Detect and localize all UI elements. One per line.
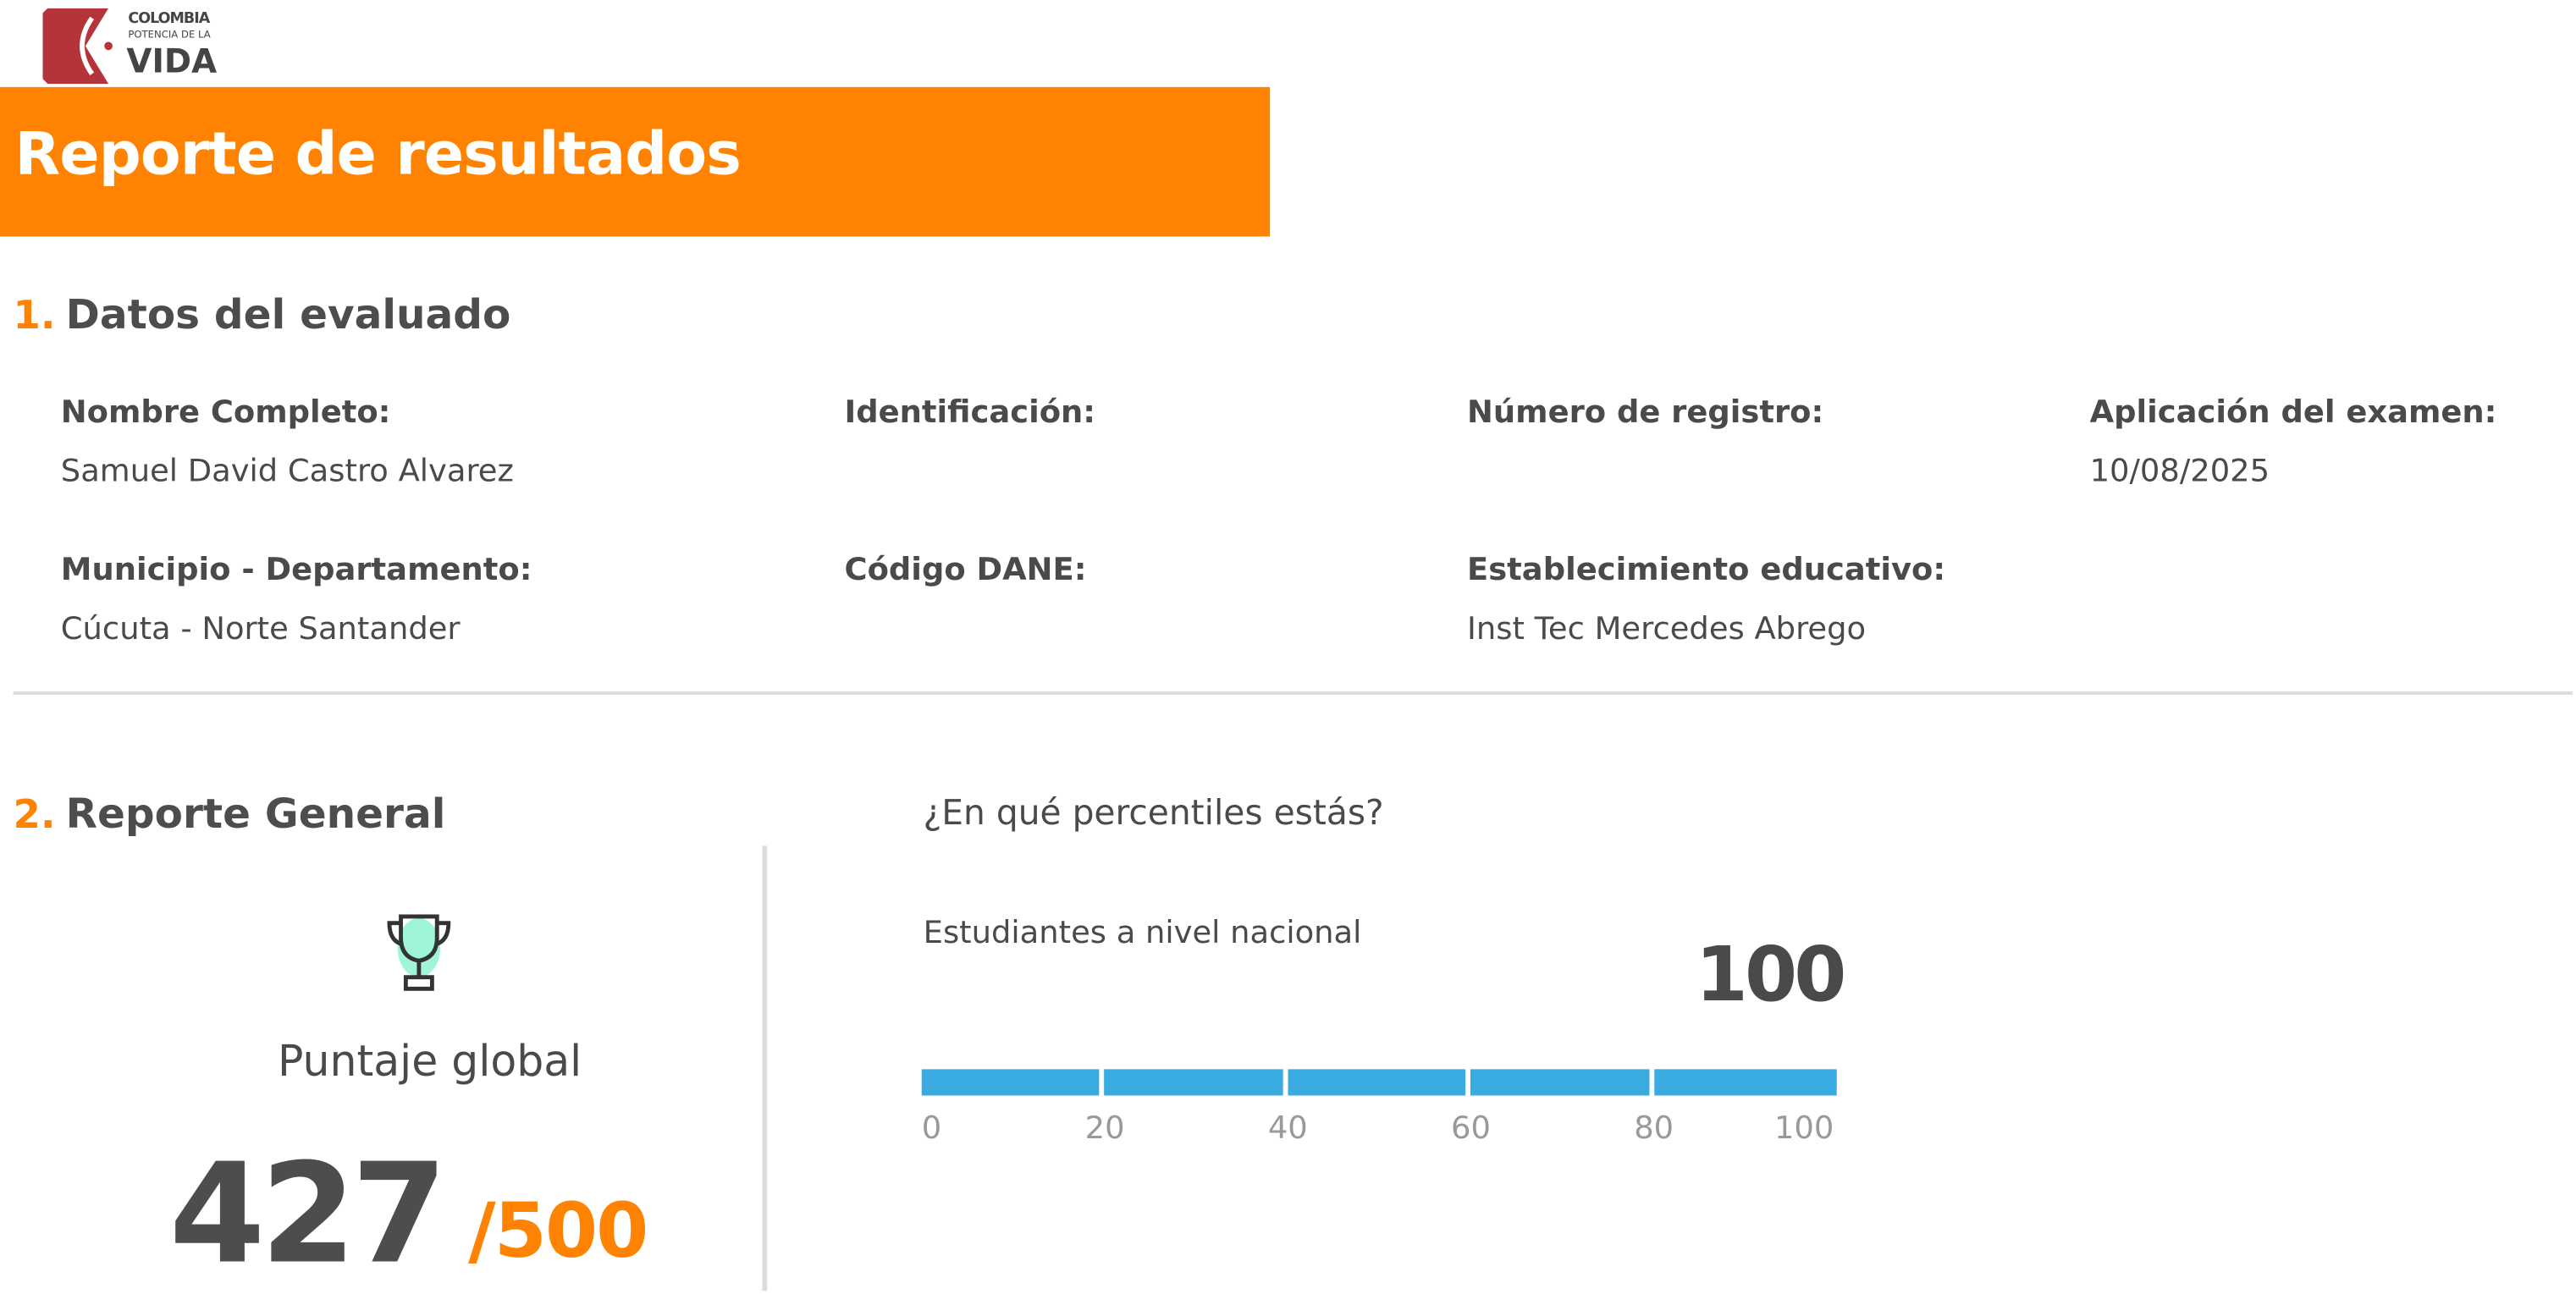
field-label: Nombre Completo: [60, 394, 391, 431]
logo: COLOMBIA POTENCIA DE LA VIDA [42, 8, 240, 84]
logo-mark-icon [42, 8, 113, 84]
score-max: /500 [468, 1186, 648, 1275]
percentile-bar-segment [1288, 1069, 1466, 1096]
section-number: 1. [13, 292, 56, 339]
field-label: Aplicación del examen: [2089, 394, 2497, 431]
field-label: Establecimiento educativo: [1467, 552, 1946, 588]
tick-label: 20 [1084, 1110, 1125, 1147]
field-value: Samuel David Castro Alvarez [60, 453, 514, 490]
percentile-question: ¿En qué percentiles estás? [923, 793, 1384, 833]
percentile-bar-segment [1104, 1069, 1283, 1096]
percentile-group: Estudiantes a nivel nacional [923, 914, 1362, 951]
page-title: Reporte de resultados [14, 121, 741, 190]
logo-text: COLOMBIA [128, 11, 210, 28]
section-title: Reporte General [65, 790, 446, 838]
field-label: Municipio - Departamento: [60, 552, 532, 588]
percentile-value: 100 [1695, 929, 1847, 1019]
field-label: Número de registro: [1467, 394, 1824, 431]
percentile-bar-segment [921, 1069, 1100, 1096]
tick-label: 60 [1451, 1110, 1491, 1147]
section-title: Datos del evaluado [65, 290, 511, 339]
logo-text: VIDA [126, 41, 218, 81]
tick-label: 80 [1634, 1110, 1674, 1147]
vertical-divider [762, 845, 768, 1291]
percentile-bar-segment [1653, 1069, 1837, 1096]
field-label: Identificación: [844, 394, 1096, 431]
section-number: 2. [13, 791, 56, 838]
score-label: Puntaje global [277, 1038, 582, 1088]
percentile-bar-segment [1470, 1069, 1649, 1096]
field-value: Cúcuta - Norte Santander [60, 610, 461, 647]
field-label: Código DANE: [844, 552, 1087, 588]
score-value: 427 [168, 1133, 448, 1294]
tick-label: 0 [921, 1110, 942, 1147]
tick-label: 40 [1267, 1110, 1308, 1147]
section-divider [13, 691, 2573, 695]
header-banner [0, 86, 1271, 237]
field-value: Inst Tec Mercedes Abrego [1467, 610, 1867, 647]
tick-label: 100 [1773, 1110, 1834, 1147]
logo-text: POTENCIA DE LA [128, 29, 211, 41]
trophy-icon [387, 914, 451, 991]
field-value: 10/08/2025 [2089, 453, 2270, 490]
